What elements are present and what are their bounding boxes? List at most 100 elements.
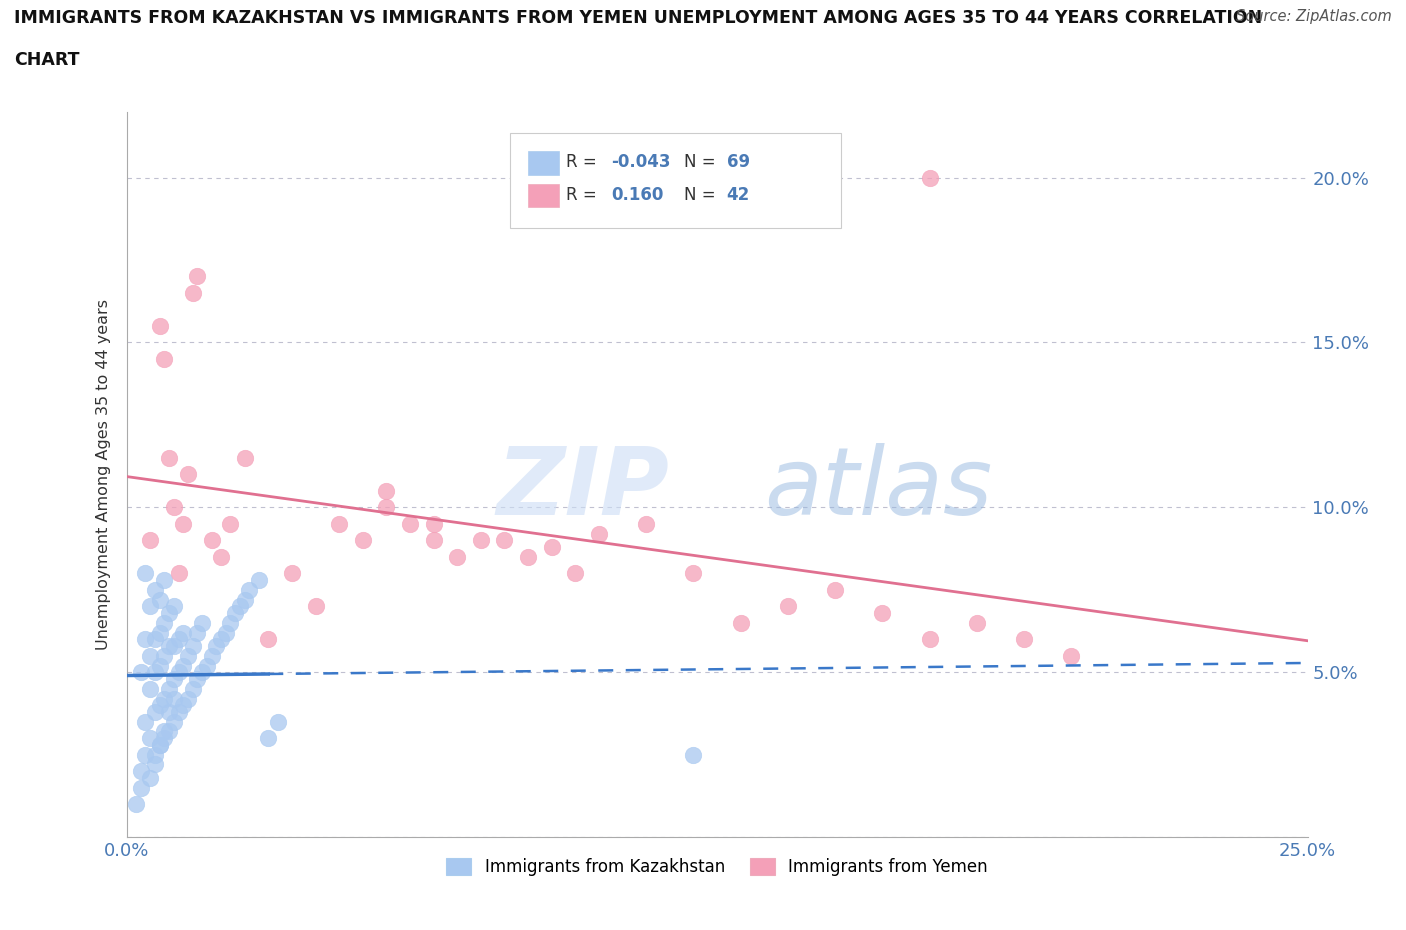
- Point: [200, 533, 222, 548]
- Point: [422, 516, 444, 531]
- Point: [181, 638, 204, 653]
- Point: [186, 671, 208, 686]
- Point: [149, 737, 172, 752]
- Point: [143, 582, 166, 597]
- Text: R =: R =: [565, 186, 607, 204]
- Point: [153, 352, 176, 366]
- Point: [139, 533, 162, 548]
- Point: [163, 714, 186, 729]
- Point: [257, 631, 280, 646]
- Point: [247, 572, 270, 587]
- Point: [163, 599, 186, 614]
- Point: [143, 747, 166, 762]
- Point: [177, 648, 200, 663]
- Point: [172, 516, 194, 531]
- Point: [304, 599, 326, 614]
- Point: [143, 757, 166, 772]
- Point: [966, 616, 988, 631]
- Text: atlas: atlas: [765, 444, 993, 535]
- Point: [172, 658, 194, 673]
- Point: [153, 731, 176, 746]
- Point: [215, 625, 238, 640]
- Point: [281, 565, 304, 580]
- Point: [219, 516, 242, 531]
- Point: [872, 605, 894, 620]
- Point: [134, 631, 156, 646]
- Point: [143, 704, 166, 719]
- Point: [682, 565, 704, 580]
- Point: [149, 737, 172, 752]
- Point: [191, 665, 214, 680]
- Point: [134, 747, 156, 762]
- Point: [257, 731, 280, 746]
- Point: [157, 681, 180, 696]
- Point: [143, 631, 166, 646]
- Point: [233, 450, 256, 465]
- Point: [517, 550, 540, 565]
- Point: [125, 797, 148, 812]
- Point: [129, 764, 152, 778]
- Point: [186, 269, 208, 284]
- Point: [375, 484, 398, 498]
- Point: [167, 704, 190, 719]
- Point: [209, 550, 232, 565]
- Point: [163, 671, 186, 686]
- Text: 69: 69: [727, 153, 749, 171]
- Point: [149, 698, 172, 712]
- Point: [139, 770, 162, 785]
- Point: [149, 625, 172, 640]
- Text: -0.043: -0.043: [610, 153, 671, 171]
- Point: [229, 599, 252, 614]
- Point: [494, 533, 516, 548]
- Text: 0.160: 0.160: [610, 186, 664, 204]
- Point: [134, 565, 156, 580]
- Point: [157, 605, 180, 620]
- Point: [177, 691, 200, 706]
- Point: [540, 539, 562, 554]
- Text: CHART: CHART: [14, 51, 80, 69]
- Point: [1012, 631, 1035, 646]
- Point: [172, 698, 194, 712]
- Text: ZIP: ZIP: [496, 443, 669, 535]
- Point: [219, 616, 242, 631]
- Text: N =: N =: [683, 153, 721, 171]
- Point: [167, 665, 190, 680]
- Point: [163, 691, 186, 706]
- Point: [139, 599, 162, 614]
- Point: [134, 714, 156, 729]
- Point: [172, 625, 194, 640]
- Point: [139, 731, 162, 746]
- Point: [918, 631, 941, 646]
- Point: [636, 516, 658, 531]
- Point: [153, 616, 176, 631]
- Point: [1060, 648, 1083, 663]
- Point: [167, 631, 190, 646]
- Point: [195, 658, 218, 673]
- Point: [238, 582, 260, 597]
- Point: [181, 681, 204, 696]
- Y-axis label: Unemployment Among Ages 35 to 44 years: Unemployment Among Ages 35 to 44 years: [96, 299, 111, 650]
- Point: [149, 658, 172, 673]
- Point: [824, 582, 846, 597]
- Point: [143, 665, 166, 680]
- Point: [209, 631, 232, 646]
- Point: [470, 533, 492, 548]
- Point: [399, 516, 422, 531]
- Point: [328, 516, 350, 531]
- Point: [267, 714, 290, 729]
- Point: [375, 499, 398, 514]
- Point: [157, 704, 180, 719]
- FancyBboxPatch shape: [510, 133, 841, 228]
- Point: [186, 625, 208, 640]
- Point: [163, 638, 186, 653]
- Point: [422, 533, 444, 548]
- Point: [129, 665, 152, 680]
- FancyBboxPatch shape: [529, 184, 558, 207]
- Text: 42: 42: [727, 186, 749, 204]
- Point: [730, 616, 752, 631]
- Point: [157, 638, 180, 653]
- Point: [157, 450, 180, 465]
- Point: [153, 572, 176, 587]
- Point: [446, 550, 468, 565]
- Point: [776, 599, 799, 614]
